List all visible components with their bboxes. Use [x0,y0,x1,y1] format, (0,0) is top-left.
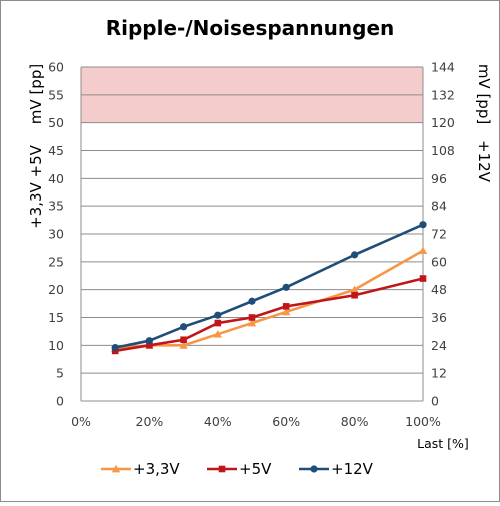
x-tick-label: 0% [71,414,91,429]
right-tick-label: 132 [431,87,455,102]
left-tick-label: 10 [48,338,64,353]
left-tick-label: 50 [48,115,64,130]
series-line-5v [114,277,424,353]
left-tick-label: 5 [56,366,64,381]
axes-layer [80,67,424,401]
right-tick-label: 96 [431,171,447,186]
data-point-5v [180,336,187,344]
left-tick-label: 55 [48,87,64,102]
x-tick-label: 60% [272,414,300,429]
x-tick-label: 100% [405,414,441,429]
right-axis-title-line1: +12V [475,140,493,183]
data-point-12v [180,323,188,331]
legend-marker-33v [111,464,121,473]
x-tick-label: 40% [204,414,232,429]
x-axis-title: Last [%] [417,436,469,451]
series-line-33v [115,249,424,350]
left-tick-label: 0 [56,394,64,409]
right-tick-label: 72 [431,227,447,242]
legend-label-12v: +12V [331,460,374,478]
right-axis-title-line2: mV [pp] [475,64,493,124]
ticks-layer: 0 0 5 12 10 24 15 36 20 48 25 60 30 72 35 84 40 96 45 108 50… [48,60,455,430]
right-tick-label: 12 [431,366,447,381]
right-tick-label: 48 [431,282,447,297]
left-tick-label: 30 [48,227,64,242]
data-point-5v [282,303,290,310]
data-point-12v [111,344,119,352]
data-point-12v [145,337,153,345]
right-tick-label: 0 [431,394,439,409]
data-point-33v [282,307,291,316]
legend-label-5v: +5V [239,460,272,478]
series-line-12v [114,223,424,349]
legend: +3,3V +5V +12V [101,460,374,478]
x-tick-label: 80% [341,414,369,429]
right-tick-label: 144 [431,60,455,75]
data-point-33v [418,246,428,255]
data-point-5v [248,314,256,321]
data-point-5v [146,342,153,349]
right-tick-label: 24 [431,338,447,353]
data-point-5v [351,291,358,299]
right-tick-label: 120 [431,115,455,130]
data-point-33v [213,330,222,338]
left-tick-label: 40 [48,171,64,186]
right-tick-label: 60 [431,254,447,269]
data-point-33v [179,341,188,349]
left-tick-label: 45 [48,143,64,158]
legend-marker-5v [218,465,226,473]
data-point-12v [282,283,290,291]
left-axis-title-line2: mV [pp] [27,64,45,124]
data-point-33v [247,318,257,327]
legend-label-33v: +3,3V [133,460,180,478]
data-point-12v [351,251,359,259]
left-tick-label: 35 [48,199,64,214]
data-point-5v [214,319,222,327]
left-axis-title-line1: +3,3V +5V [27,144,45,229]
left-tick-label: 20 [48,282,64,297]
series-layer [111,221,428,355]
left-tick-label: 60 [48,60,64,75]
data-point-12v [419,221,427,229]
data-point-12v [214,311,222,319]
chart-title: Ripple-/Noisespannungen [106,16,395,40]
x-tick-label: 20% [136,414,164,429]
data-point-12v [248,297,256,305]
left-tick-label: 25 [48,254,64,269]
left-tick-label: 15 [48,310,64,325]
legend-marker-12v [310,465,318,473]
right-tick-label: 84 [431,199,447,214]
data-point-5v [419,275,427,282]
right-tick-label: 36 [431,310,447,325]
data-point-33v [350,285,359,294]
right-tick-label: 108 [431,143,455,158]
